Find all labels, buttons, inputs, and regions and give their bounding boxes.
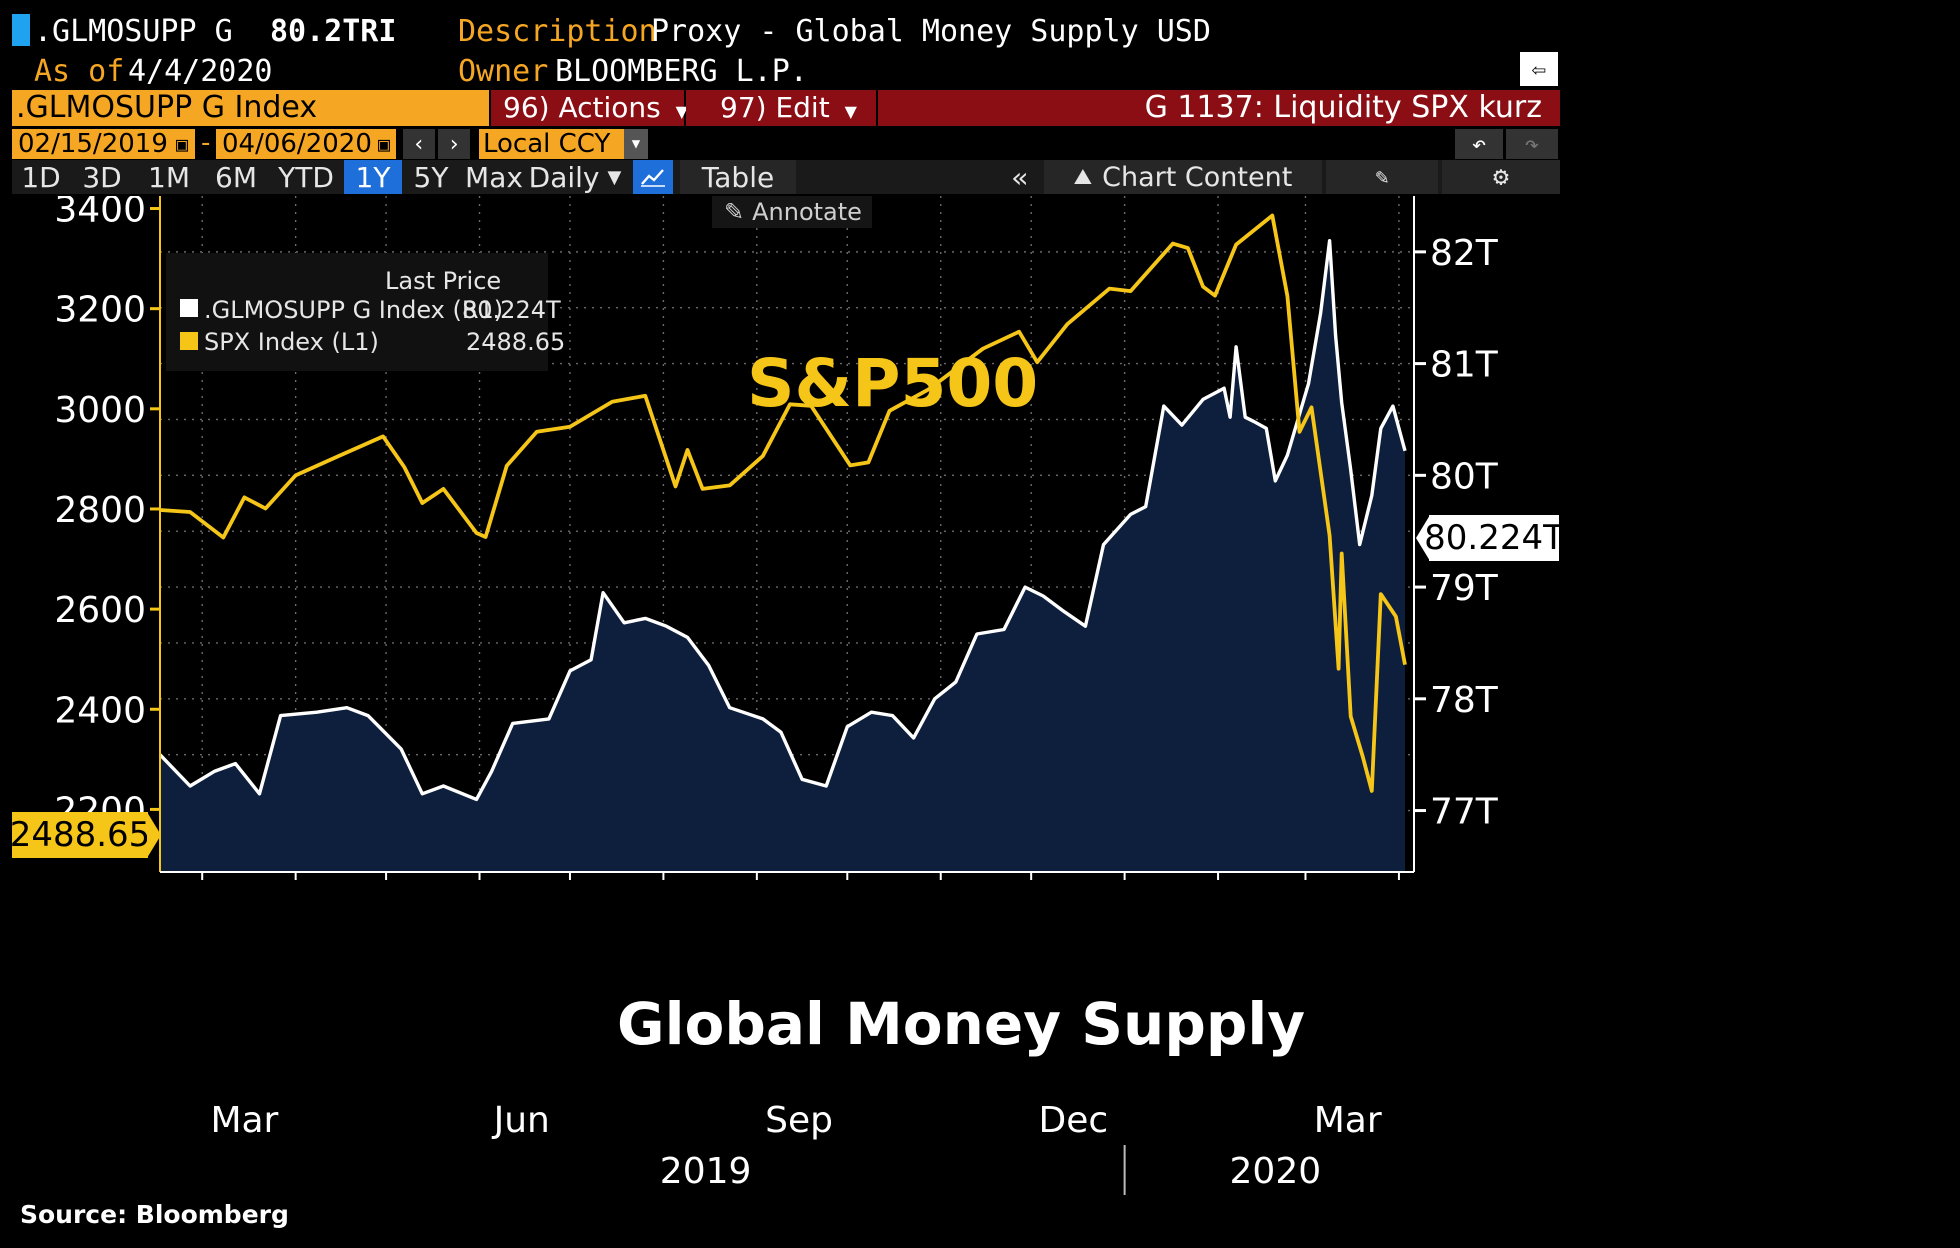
period-value: Daily <box>528 160 600 194</box>
owner-label: Owner <box>458 54 549 89</box>
edit-label: 97) Edit <box>720 91 830 124</box>
calendar-icon[interactable]: ▣ <box>175 132 189 156</box>
currency-value: Local CCY <box>483 129 611 159</box>
timeframe-tab-3d[interactable]: 3D <box>82 160 122 194</box>
date-from: 02/15/2019 <box>18 129 168 159</box>
annotate-button[interactable]: ✎ Annotate <box>712 196 872 228</box>
table-button[interactable]: Table <box>680 160 796 194</box>
timeframe-tab-ytd[interactable]: YTD <box>278 160 334 194</box>
security-name: .GLMOSUPP G Index <box>16 90 318 125</box>
timeframe-tab-1y[interactable]: 1Y <box>344 160 402 194</box>
undo-button[interactable]: ↶ <box>1455 129 1503 159</box>
timeframe-tab-max[interactable]: Max <box>465 160 523 194</box>
legend-swatch-gms <box>180 299 198 317</box>
date-to: 04/06/2020 <box>222 129 372 159</box>
x-year-label: 2019 <box>660 1151 752 1192</box>
currency-select[interactable]: Local CCY <box>479 129 624 159</box>
export-icon[interactable]: ⇦ <box>1520 52 1558 86</box>
annotate-pencil-icon: ✎ <box>724 198 745 226</box>
dropdown-arrow-icon: ▼ <box>607 166 622 188</box>
annotate-label: Annotate <box>752 198 862 226</box>
dropdown-arrow-icon: ▼ <box>844 102 857 121</box>
spx-tag-pointer <box>147 812 161 858</box>
chart-content-icon: ⛰ <box>1073 164 1093 190</box>
gms-line <box>158 239 1407 802</box>
legend-title: Last Price <box>385 267 502 295</box>
gms-label: Global Money Supply <box>617 990 1306 1058</box>
redo-button[interactable]: ↷ <box>1506 129 1558 159</box>
asof-label: As of <box>34 54 125 89</box>
legend <box>166 253 548 371</box>
actions-label: 96) Actions <box>503 91 661 124</box>
chart: 220024002600280030003200340077T78T79T80T… <box>54 196 1499 1195</box>
spx-last-value-tag: 2488.65 <box>10 812 150 858</box>
period-select[interactable]: Daily ▼ <box>520 160 630 194</box>
description-value: Proxy - Global Money Supply USD <box>651 14 1211 49</box>
line-chart-icon[interactable] <box>633 160 673 194</box>
left-tick-label: 3200 <box>54 290 146 331</box>
gms-area <box>160 240 1405 872</box>
left-tick-label: 2600 <box>54 590 146 631</box>
right-tick-label: 78T <box>1430 680 1499 721</box>
timeframe-tab-6m[interactable]: 6M <box>215 160 257 194</box>
owner-value: BLOOMBERG L.P. <box>555 54 808 89</box>
right-tick-label: 77T <box>1430 792 1499 833</box>
currency-dropdown-arrow[interactable]: ▼ <box>624 129 648 159</box>
date-to-field[interactable]: 04/06/2020 <box>216 129 396 159</box>
legend-swatch-spx <box>180 332 198 350</box>
right-tick-label: 80T <box>1430 456 1499 497</box>
chart-content-button[interactable]: ⛰ Chart Content <box>1044 160 1322 194</box>
security-field[interactable]: .GLMOSUPP G Index <box>12 90 489 126</box>
ticker: .GLMOSUPP G <box>34 14 233 49</box>
right-tick-label: 81T <box>1430 345 1499 386</box>
date-separator: - <box>201 128 211 158</box>
legend-name-gms: .GLMOSUPP G Index (R1) <box>204 296 504 324</box>
edit-button[interactable]: 97) Edit ▼ <box>686 90 876 126</box>
legend-name-spx: SPX Index (L1) <box>204 328 379 356</box>
description-label: Description <box>458 14 657 49</box>
timeframe-tab-1d[interactable]: 1D <box>21 160 61 194</box>
ticker-marker <box>12 14 30 46</box>
x-month-label: Mar <box>210 1100 278 1141</box>
gms-last-value-tag: 80.224T <box>1424 515 1564 561</box>
chart-name: G 1137: Liquidity SPX kurz <box>1144 90 1542 125</box>
chart-content-label: Chart Content <box>1102 161 1293 193</box>
prev-period-button[interactable]: ‹ <box>403 129 435 159</box>
sp500-label: S&P500 <box>747 345 1039 422</box>
ticker-price: 80.2TRI <box>270 14 397 49</box>
date-from-field[interactable]: 02/15/2019 <box>12 129 195 159</box>
left-tick-label: 2400 <box>54 690 146 731</box>
x-month-label: Dec <box>1039 1100 1109 1141</box>
legend-value-spx: 2488.65 <box>466 328 566 356</box>
left-tick-label: 2800 <box>54 490 146 531</box>
dropdown-arrow-icon: ▼ <box>675 102 688 121</box>
spx-line <box>159 213 1407 793</box>
x-year-label: 2020 <box>1230 1151 1322 1192</box>
right-tick-label: 82T <box>1430 233 1499 274</box>
chart-name-bar[interactable]: G 1137: Liquidity SPX kurz <box>878 90 1560 126</box>
timeframe-tabs: 1D 3D 1M 6M YTD 1Y 5Y Max <box>12 160 528 194</box>
gms-tag-pointer <box>1416 515 1430 561</box>
x-month-label: Jun <box>492 1100 550 1141</box>
x-month-label: Mar <box>1314 1100 1382 1141</box>
left-tick-label: 3400 <box>54 196 146 231</box>
right-tick-label: 79T <box>1430 568 1499 609</box>
timeframe-tab-5y[interactable]: 5Y <box>413 160 449 194</box>
source-note: Source: Bloomberg <box>20 1200 289 1229</box>
settings-gear-icon[interactable]: ⚙ <box>1442 160 1560 194</box>
x-month-label: Sep <box>765 1100 833 1141</box>
collapse-icon[interactable]: « <box>1011 160 1029 194</box>
next-period-button[interactable]: › <box>438 129 470 159</box>
edit-chart-icon[interactable]: ✎ <box>1326 160 1438 194</box>
calendar-icon[interactable]: ▣ <box>377 132 391 156</box>
table-label: Table <box>701 160 775 194</box>
actions-button[interactable]: 96) Actions ▼ <box>491 90 688 126</box>
asof-date: 4/4/2020 <box>128 54 273 89</box>
left-tick-label: 3000 <box>54 390 146 431</box>
timeframe-tab-1m[interactable]: 1M <box>148 160 190 194</box>
legend-value-gms: 80.224T <box>462 296 561 324</box>
